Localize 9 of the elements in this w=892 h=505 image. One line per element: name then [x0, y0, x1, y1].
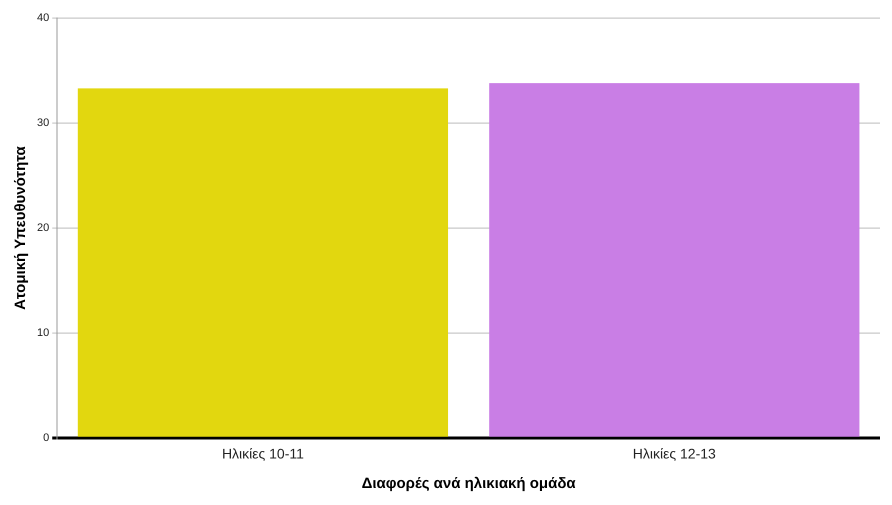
x-axis-title: Διαφορές ανά ηλικιακή ομάδα	[362, 475, 576, 492]
x-tick-label: Ηλικίες 12-13	[632, 445, 716, 462]
y-axis-title: Ατομική Υπευθυνότητα	[12, 145, 30, 310]
y-tick-label: 40	[36, 12, 50, 24]
y-tick-label: 20	[36, 222, 50, 234]
y-tick-label: 30	[36, 117, 50, 130]
y-tick-label: 0	[43, 432, 50, 444]
x-tick-label: Ηλικίες 10-11	[222, 445, 304, 462]
y-tick-label: 10	[36, 327, 50, 340]
